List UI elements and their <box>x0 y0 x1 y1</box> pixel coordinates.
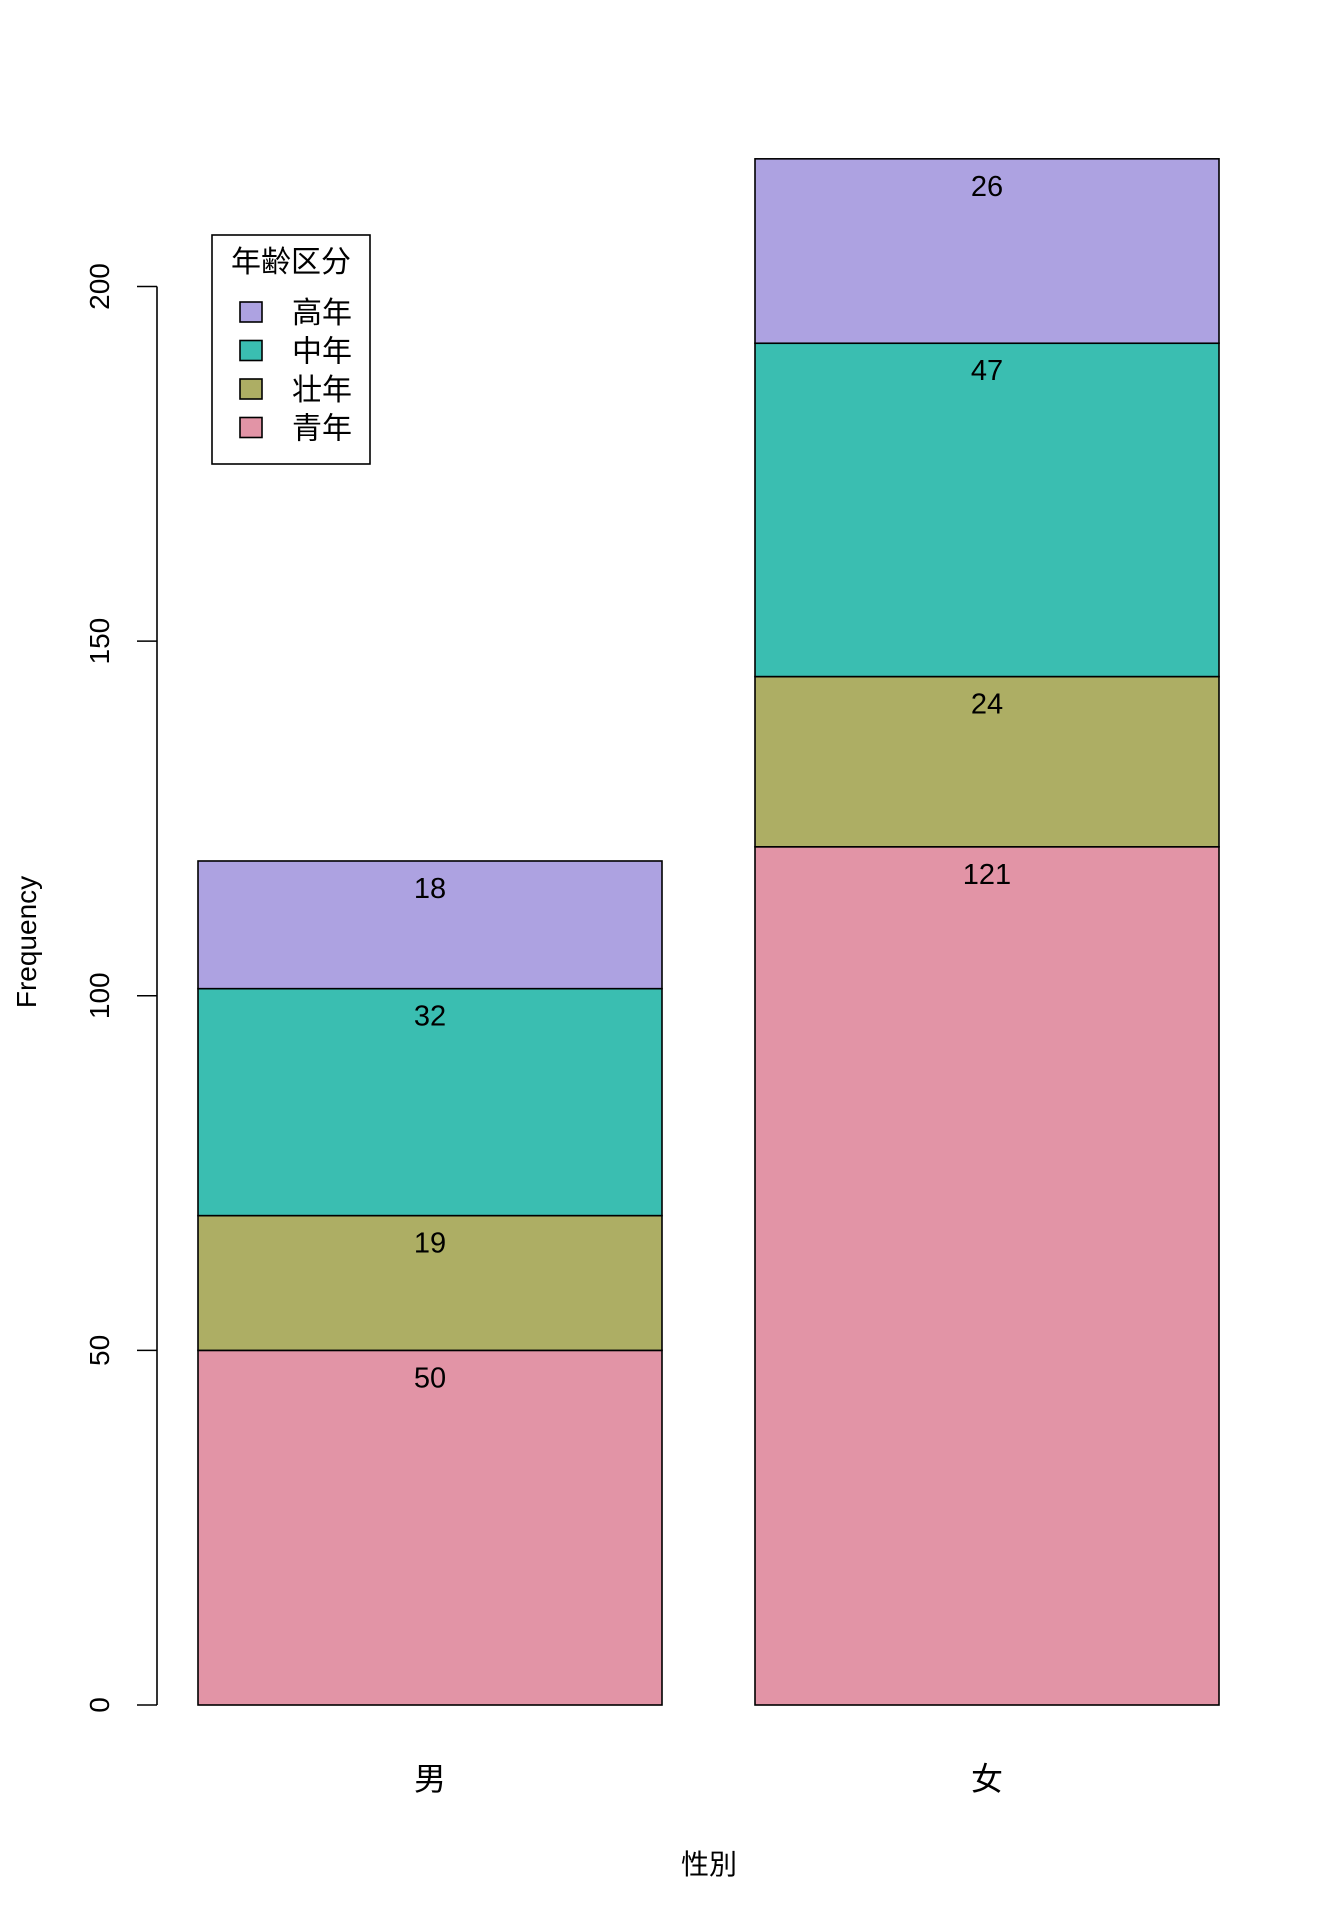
bars-layer <box>197 158 1220 1706</box>
bar-segment <box>754 158 1220 345</box>
data-label: 24 <box>971 689 1003 721</box>
legend-entry-label: 壮年 <box>292 374 352 407</box>
y-axis: 0 50 100 150 200 <box>84 263 158 1713</box>
data-label: 32 <box>414 1001 446 1033</box>
x-category-label: 男 <box>414 1761 446 1797</box>
legend-swatch <box>239 416 263 439</box>
bar-segment <box>754 675 1220 848</box>
x-axis-title: 性別 <box>681 1849 737 1880</box>
legend-entry-label: 青年 <box>292 413 352 446</box>
bar-segment <box>197 860 663 990</box>
data-label: 19 <box>414 1228 446 1260</box>
y-tick-label: 50 <box>84 1335 115 1366</box>
bar-segment <box>754 342 1220 678</box>
legend-entry-label: 高年 <box>292 297 352 330</box>
data-label: 26 <box>971 171 1003 203</box>
y-tick-label: 100 <box>84 972 115 1019</box>
legend-swatch <box>239 339 263 362</box>
legend-entry-label: 中年 <box>292 336 352 369</box>
data-label: 47 <box>971 355 1003 387</box>
y-tick-label: 0 <box>84 1697 115 1713</box>
legend-swatch <box>239 378 263 400</box>
y-axis-title: Frequency <box>11 876 42 1008</box>
data-label: 50 <box>414 1362 446 1394</box>
legend-swatch <box>239 301 263 323</box>
x-category-label: 女 <box>971 1761 1003 1797</box>
bar-segment <box>197 1214 663 1352</box>
y-tick-label: 150 <box>84 618 115 665</box>
y-tick-label: 200 <box>84 263 115 310</box>
legend-title: 年齢区分 <box>231 246 351 279</box>
data-labels-layer: 50 19 32 18 121 24 47 26 <box>414 171 1011 1395</box>
bar-segment <box>197 1349 663 1706</box>
data-label: 18 <box>414 873 446 905</box>
data-label: 121 <box>963 859 1011 891</box>
x-axis-categories: 男女 <box>414 1761 1003 1797</box>
legend-box <box>211 234 371 465</box>
bar-segment <box>754 846 1220 1706</box>
